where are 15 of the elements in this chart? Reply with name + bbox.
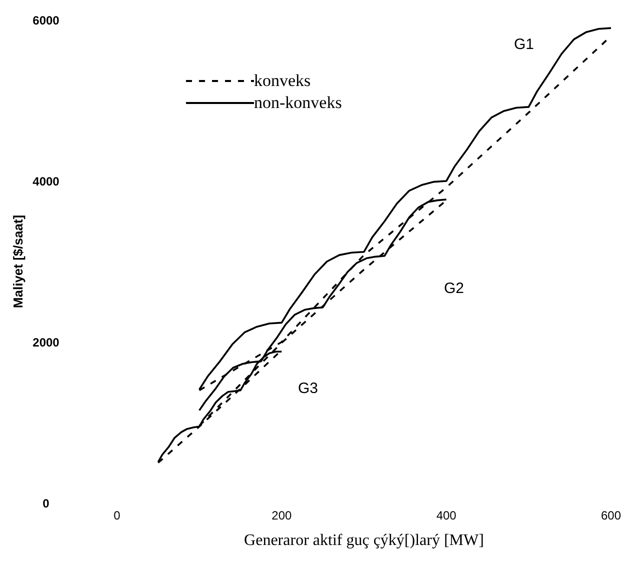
x-tick-label: 0 [114, 508, 121, 523]
y-tick-label: 0 [42, 496, 50, 510]
y-tick-label: 4000 [32, 174, 60, 188]
x-tick-label: 600 [600, 508, 622, 523]
x-tick-label: 200 [272, 508, 292, 523]
legend-label: konveks [254, 71, 311, 91]
annotation: G3 [298, 380, 318, 397]
legend-label: non-konveks [254, 93, 342, 113]
y-axis-title: Maliyet [$/saat] [10, 214, 26, 308]
x-axis-title: Generaror aktif guç çýký[)larý [MW] [244, 532, 484, 549]
annotation: G2 [444, 280, 464, 297]
annotation: G1 [514, 36, 534, 53]
y-tick-label: 2000 [32, 335, 60, 350]
y-tick-label: 6000 [32, 13, 60, 28]
x-tick-label: 400 [436, 508, 457, 523]
